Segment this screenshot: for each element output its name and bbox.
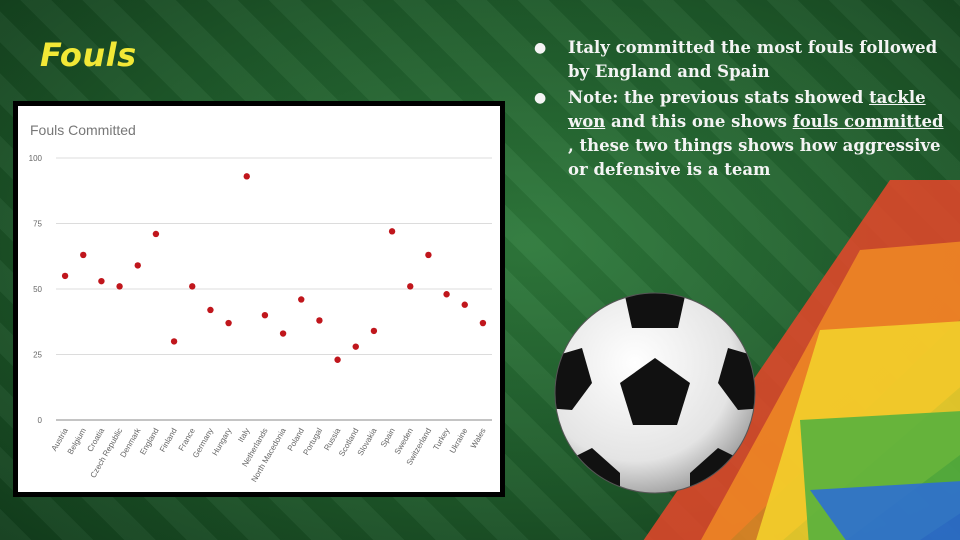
bullet-2-underline-fouls-committed: fouls committed bbox=[792, 112, 944, 131]
y-tick-label: 100 bbox=[29, 154, 43, 163]
data-point bbox=[279, 330, 287, 337]
data-point bbox=[225, 319, 232, 327]
data-point bbox=[407, 283, 414, 290]
data-points bbox=[61, 173, 487, 363]
data-point bbox=[388, 228, 396, 235]
data-point bbox=[152, 230, 160, 238]
data-point bbox=[189, 283, 196, 290]
y-tick-label: 0 bbox=[38, 416, 43, 425]
x-tick-label: Spain bbox=[379, 427, 397, 449]
bullet-2-pre: Note: the previous stats showed bbox=[568, 88, 870, 107]
data-point bbox=[98, 277, 105, 285]
data-point bbox=[316, 317, 323, 324]
data-point bbox=[443, 291, 450, 298]
data-point bbox=[334, 356, 341, 363]
y-tick-label: 50 bbox=[33, 285, 42, 294]
data-point bbox=[425, 251, 432, 259]
data-point bbox=[479, 319, 487, 327]
data-point bbox=[461, 301, 468, 308]
data-point bbox=[207, 306, 214, 314]
y-tick-label: 25 bbox=[33, 351, 42, 360]
bullet-list: ● Italy committed the most fouls followe… bbox=[530, 36, 955, 184]
bullet-1-text: Italy committed the most fouls followed … bbox=[568, 38, 938, 81]
fouls-scatter-chart: Fouls Committed 0 25 50 75 100 AustriaBelgiu… bbox=[29, 122, 492, 484]
data-point bbox=[80, 251, 87, 259]
data-point bbox=[134, 262, 141, 269]
soccer-ball-image bbox=[554, 292, 756, 494]
data-point bbox=[261, 312, 269, 319]
chart-card: Fouls Committed 0 25 50 75 100 Austria Belgiu… bbox=[18, 106, 500, 492]
bullet-dot-icon: ● bbox=[534, 90, 547, 106]
bullet-item-1: ● Italy committed the most fouls followe… bbox=[530, 36, 955, 84]
data-point bbox=[170, 338, 178, 345]
y-tick-labels: 0 25 50 75 100 bbox=[29, 154, 43, 425]
data-point bbox=[298, 296, 305, 303]
x-tick-label: Finland bbox=[158, 427, 179, 454]
bullet-2-mid: and this one shows bbox=[605, 112, 793, 131]
x-tick-label: Ukraine bbox=[448, 426, 470, 455]
slide-title: Fouls bbox=[40, 36, 137, 74]
bullet-2-post: , these two things shows how aggressive … bbox=[568, 136, 941, 179]
x-tick-label: Italy bbox=[236, 427, 251, 444]
chart-title: Fouls Committed bbox=[30, 122, 136, 138]
data-point bbox=[352, 343, 359, 350]
y-tick-label: 75 bbox=[33, 220, 42, 229]
data-point bbox=[61, 272, 69, 280]
data-point bbox=[116, 283, 123, 290]
gridlines bbox=[56, 157, 492, 421]
x-tick-label: Wales bbox=[469, 427, 488, 450]
chart-frame: Fouls Committed 0 25 50 75 100 Austria Belgiu… bbox=[13, 101, 505, 497]
data-point bbox=[370, 327, 378, 335]
bullet-dot-icon: ● bbox=[534, 40, 547, 56]
bullet-item-2: ● Note: the previous stats showed tackle… bbox=[530, 86, 955, 182]
data-point bbox=[243, 173, 250, 180]
bullet-2-underline-tackle-won: tackle won bbox=[568, 88, 926, 131]
